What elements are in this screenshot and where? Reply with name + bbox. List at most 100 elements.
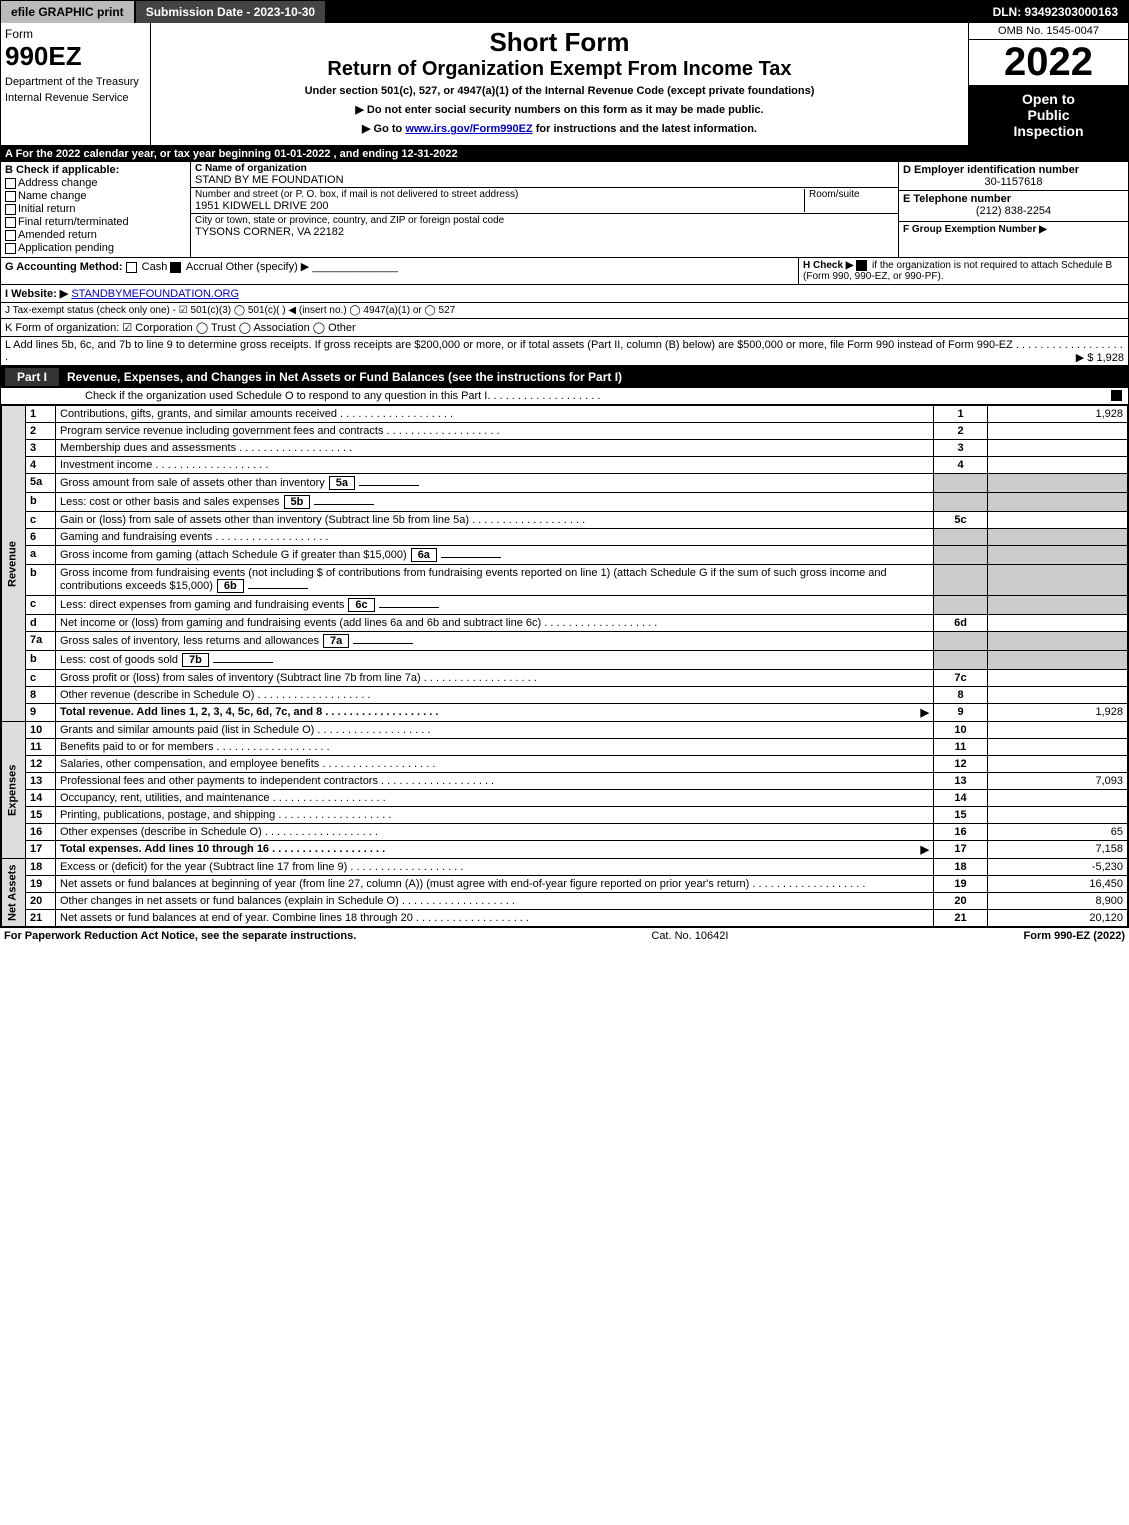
line-text: Less: direct expenses from gaming and fu… xyxy=(56,596,934,615)
section-label: Expenses xyxy=(2,722,26,859)
line-value xyxy=(988,440,1128,457)
line-l-val: ▶ $ 1,928 xyxy=(1076,351,1124,364)
line-text: Salaries, other compensation, and employ… xyxy=(56,756,934,773)
c-name-label: C Name of organization xyxy=(195,163,894,174)
table-row: dNet income or (loss) from gaming and fu… xyxy=(2,615,1128,632)
line-value xyxy=(988,596,1128,615)
website-link[interactable]: STANDBYMEFOUNDATION.ORG xyxy=(71,288,239,300)
table-row: bLess: cost of goods sold7b xyxy=(2,651,1128,670)
checkbox-initial-return[interactable] xyxy=(5,204,16,215)
checkbox-address-change[interactable] xyxy=(5,178,16,189)
line-value: 16,450 xyxy=(988,876,1128,893)
opt-initial: Initial return xyxy=(18,203,75,215)
opt-pending: Application pending xyxy=(18,242,114,254)
line-text: Gain or (loss) from sale of assets other… xyxy=(56,512,934,529)
line-number: b xyxy=(26,565,56,596)
line-text: Less: cost or other basis and sales expe… xyxy=(56,493,934,512)
line-ref-number xyxy=(934,632,988,651)
line-value: 1,928 xyxy=(988,704,1128,722)
line-value: -5,230 xyxy=(988,859,1128,876)
dept-treasury: Department of the Treasury xyxy=(5,76,146,88)
checkbox-app-pending[interactable] xyxy=(5,243,16,254)
checkbox-h[interactable] xyxy=(856,260,867,271)
line-number: b xyxy=(26,651,56,670)
note-goto-pre: ▶ Go to xyxy=(362,123,405,135)
checkbox-name-change[interactable] xyxy=(5,191,16,202)
line-text: Other expenses (describe in Schedule O) xyxy=(56,824,934,841)
section-b: B Check if applicable: Address change Na… xyxy=(1,162,1128,258)
line-text: Gross income from fundraising events (no… xyxy=(56,565,934,596)
part-1-check-text: Check if the organization used Schedule … xyxy=(85,390,487,402)
line-ref-number: 15 xyxy=(934,807,988,824)
line-text: Gross amount from sale of assets other t… xyxy=(56,474,934,493)
line-value: 65 xyxy=(988,824,1128,841)
inspect-1: Open to xyxy=(975,91,1122,107)
org-address: 1951 KIDWELL DRIVE 200 xyxy=(195,200,804,212)
dots xyxy=(487,390,600,402)
inner-line-num: 5a xyxy=(329,476,355,490)
line-ref-number: 5c xyxy=(934,512,988,529)
g-cash: Cash xyxy=(142,261,168,273)
table-row: cGain or (loss) from sale of assets othe… xyxy=(2,512,1128,529)
part-1-table: Revenue1Contributions, gifts, grants, an… xyxy=(1,405,1128,927)
table-row: 9Total revenue. Add lines 1, 2, 3, 4, 5c… xyxy=(2,704,1128,722)
line-ref-number: 14 xyxy=(934,790,988,807)
table-row: 17Total expenses. Add lines 10 through 1… xyxy=(2,841,1128,859)
line-value xyxy=(988,493,1128,512)
opt-amended: Amended return xyxy=(18,229,97,241)
line-number: 18 xyxy=(26,859,56,876)
line-text: Gaming and fundraising events xyxy=(56,529,934,546)
line-ref-number: 10 xyxy=(934,722,988,739)
checkbox-accrual[interactable] xyxy=(170,262,181,273)
line-ref-number: 18 xyxy=(934,859,988,876)
line-value xyxy=(988,615,1128,632)
table-row: 21Net assets or fund balances at end of … xyxy=(2,910,1128,927)
org-city: TYSONS CORNER, VA 22182 xyxy=(195,226,504,238)
note-ssn: ▶ Do not enter social security numbers o… xyxy=(155,103,964,116)
line-number: 4 xyxy=(26,457,56,474)
checkbox-amended[interactable] xyxy=(5,230,16,241)
checkbox-schedule-o[interactable] xyxy=(1111,390,1122,401)
line-text: Total revenue. Add lines 1, 2, 3, 4, 5c,… xyxy=(56,704,934,722)
line-number: d xyxy=(26,615,56,632)
footer-center: Cat. No. 10642I xyxy=(651,930,728,942)
line-value xyxy=(988,687,1128,704)
line-number: 13 xyxy=(26,773,56,790)
table-row: 4Investment income4 xyxy=(2,457,1128,474)
table-row: 14Occupancy, rent, utilities, and mainte… xyxy=(2,790,1128,807)
line-text: Occupancy, rent, utilities, and maintena… xyxy=(56,790,934,807)
line-text: Excess or (deficit) for the year (Subtra… xyxy=(56,859,934,876)
inspect-2: Public xyxy=(975,107,1122,123)
line-number: 9 xyxy=(26,704,56,722)
irs-link[interactable]: www.irs.gov/Form990EZ xyxy=(405,123,532,135)
dept-irs: Internal Revenue Service xyxy=(5,92,146,104)
line-text: Investment income xyxy=(56,457,934,474)
subtitle: Under section 501(c), 527, or 4947(a)(1)… xyxy=(155,85,964,97)
checkbox-cash[interactable] xyxy=(126,262,137,273)
efile-print-button[interactable]: efile GRAPHIC print xyxy=(1,1,136,23)
b-title: B Check if applicable: xyxy=(5,164,186,176)
line-value xyxy=(988,651,1128,670)
line-value xyxy=(988,546,1128,565)
table-row: 6Gaming and fundraising events xyxy=(2,529,1128,546)
line-ref-number: 4 xyxy=(934,457,988,474)
line-ref-number: 6d xyxy=(934,615,988,632)
line-text: Total expenses. Add lines 10 through 16 … xyxy=(56,841,934,859)
line-text: Program service revenue including govern… xyxy=(56,423,934,440)
table-row: 5aGross amount from sale of assets other… xyxy=(2,474,1128,493)
note-goto: ▶ Go to www.irs.gov/Form990EZ for instru… xyxy=(155,122,964,135)
line-value xyxy=(988,807,1128,824)
line-ref-number xyxy=(934,529,988,546)
c-addr-label: Number and street (or P. O. box, if mail… xyxy=(195,189,804,200)
line-text: Gross income from gaming (attach Schedul… xyxy=(56,546,934,565)
table-row: 15Printing, publications, postage, and s… xyxy=(2,807,1128,824)
line-text: Net income or (loss) from gaming and fun… xyxy=(56,615,934,632)
line-number: 2 xyxy=(26,423,56,440)
line-ref-number: 12 xyxy=(934,756,988,773)
checkbox-final-return[interactable] xyxy=(5,217,16,228)
line-value xyxy=(988,790,1128,807)
line-text: Grants and similar amounts paid (list in… xyxy=(56,722,934,739)
line-l-text: L Add lines 5b, 6c, and 7b to line 9 to … xyxy=(5,339,1013,351)
line-ref-number xyxy=(934,546,988,565)
line-text: Other changes in net assets or fund bala… xyxy=(56,893,934,910)
